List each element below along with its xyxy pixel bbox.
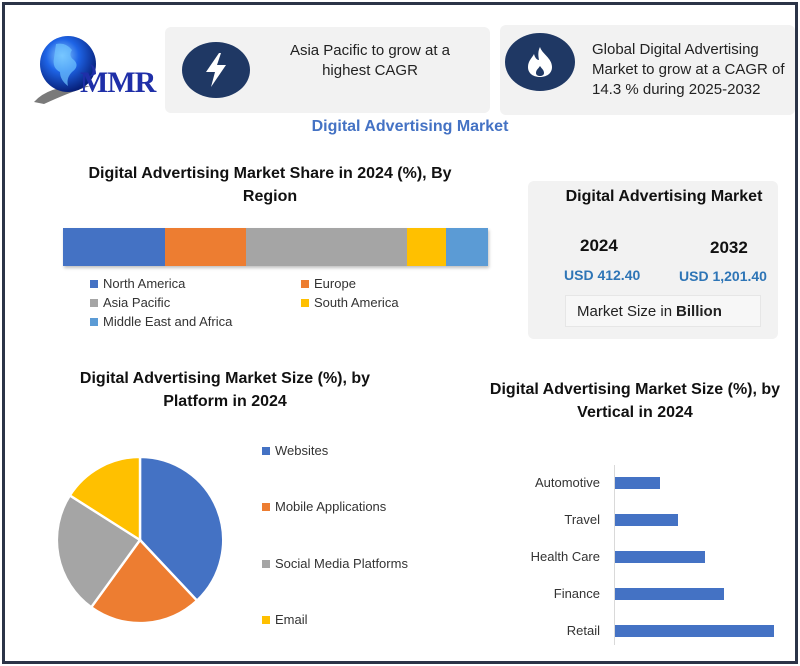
- page-title: Digital Advertising Market: [311, 118, 509, 135]
- flame-icon: [505, 33, 575, 91]
- platform-chart-title: Digital Advertising Market Size (%), by …: [79, 370, 371, 410]
- legend-item-north-america: North America: [90, 276, 301, 291]
- bar-segment-south-america: [407, 228, 446, 266]
- highlight-text-asia-pacific: Asia Pacific to grow at a highest CAGR: [289, 42, 451, 79]
- legend-item-south-america: South America: [301, 295, 431, 310]
- vertical-chart-title: Digital Advertising Market Size (%), by …: [489, 381, 781, 421]
- legend-item-mobile-applications: Mobile Applications: [262, 499, 386, 514]
- vertical-chart-axis: [614, 465, 615, 645]
- pie-slice-email: [68, 455, 142, 543]
- globe-icon: [34, 36, 96, 104]
- year-2024-label: 2024: [580, 236, 618, 255]
- region-stacked-bar: [63, 228, 488, 266]
- legend-item-asia-pacific: Asia Pacific: [90, 295, 301, 310]
- mmr-logo: MMR: [30, 34, 160, 109]
- highlight-card-asia-pacific: Asia Pacific to grow at a highest CAGR: [165, 27, 490, 113]
- bar-row-automotive: Automotive: [480, 475, 790, 491]
- region-legend: North America Europe Asia Pacific South …: [90, 276, 420, 329]
- bar-row-travel: Travel: [480, 512, 790, 528]
- bar-row-health-care: Health Care: [480, 549, 790, 565]
- bar-retail: [615, 625, 774, 637]
- pie-slice-social-media: [55, 493, 142, 609]
- bar-row-finance: Finance: [480, 586, 790, 602]
- platform-pie-chart: [55, 455, 225, 625]
- bar-segment-north-america: [63, 228, 165, 266]
- legend-item-middle-east-africa: Middle East and Africa: [90, 314, 301, 329]
- bar-finance: [615, 588, 724, 600]
- logo-text: MMR: [80, 66, 156, 99]
- lightning-bolt-icon: [182, 42, 250, 98]
- pie-slice-websites: [138, 455, 225, 603]
- highlight-card-cagr: Global Digital Advertising Market to gro…: [500, 25, 795, 115]
- bar-segment-middle-east-africa: [445, 228, 488, 266]
- legend-item-email: Email: [262, 612, 308, 627]
- region-chart-title: Digital Advertising Market Share in 2024…: [88, 165, 452, 205]
- bar-segment-europe: [165, 228, 246, 266]
- bar-automotive: [615, 477, 660, 489]
- bar-health-care: [615, 551, 705, 563]
- legend-item-europe: Europe: [301, 276, 431, 291]
- market-size-card: Digital Advertising Market 2024 2032 USD…: [528, 181, 778, 339]
- year-2032-label: 2032: [710, 238, 748, 257]
- legend-item-social-media-platforms: Social Media Platforms: [262, 556, 408, 571]
- bar-travel: [615, 514, 678, 526]
- pie-slice-mobile-applications: [89, 538, 199, 625]
- bar-row-retail: Retail: [480, 623, 790, 639]
- market-size-title: Digital Advertising Market: [565, 188, 763, 205]
- bar-segment-asia-pacific: [245, 228, 408, 266]
- market-size-unit-note: Market Size in Billion: [565, 295, 761, 327]
- highlight-text-cagr: Global Digital Advertising Market to gro…: [592, 41, 785, 98]
- market-value-2024: USD 412.40: [564, 267, 641, 283]
- market-value-2032: USD 1,201.40: [679, 268, 767, 284]
- legend-item-websites: Websites: [262, 443, 328, 458]
